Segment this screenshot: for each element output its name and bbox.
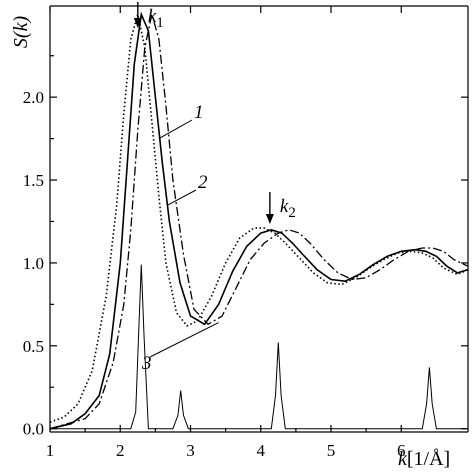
y-tick-label: 2.0 — [23, 88, 44, 107]
curve-pointer-2 — [167, 189, 197, 206]
curve-label-1: 1 — [194, 102, 204, 123]
peak-label-k2: k2 — [280, 196, 296, 221]
series-line-sticks — [50, 264, 468, 430]
x-tick-label: 3 — [186, 441, 195, 460]
x-tick-label: 2 — [116, 441, 125, 460]
peak-arrowhead-k2 — [265, 214, 274, 224]
y-tick-label: 1.5 — [23, 171, 44, 190]
x-tick-label: 6 — [397, 441, 406, 460]
peak-label-symbol: k — [280, 196, 289, 217]
curve-label-3: 3 — [141, 353, 152, 374]
series-line-3 — [49, 14, 469, 423]
y-tick-label: 0.5 — [23, 337, 44, 356]
curve-pointer-1 — [158, 119, 193, 140]
curve-pointer-3 — [149, 322, 219, 358]
peak-label-symbol: k — [148, 6, 157, 27]
peak-arrowhead-k1 — [133, 18, 142, 28]
x-axis-title: k[1/Å] — [398, 448, 450, 470]
axes: 1 2 3 4 5 60.00.51.01.52.0S(k)k[1/Å] — [10, 5, 469, 470]
x-axis-title-unit: [1/Å] — [407, 448, 450, 470]
series-line-1 — [49, 11, 469, 430]
peak-label-subscript: 1 — [156, 15, 164, 31]
series-line-2 — [49, 14, 469, 430]
x-tick-label: 5 — [327, 441, 336, 460]
peak-label-k1: k1 — [148, 6, 164, 31]
y-axis-title: S(k) — [10, 16, 32, 49]
x-tick-label: 1 — [46, 441, 55, 460]
x-axis-title-symbol: k — [398, 448, 408, 470]
peak-label-subscript: 2 — [288, 205, 296, 221]
x-tick-label: 4 — [257, 441, 266, 460]
y-tick-label: 1.0 — [23, 254, 44, 273]
plot-area — [49, 11, 469, 430]
y-tick-label: 0.0 — [23, 420, 44, 439]
curve-label-2: 2 — [198, 172, 208, 193]
